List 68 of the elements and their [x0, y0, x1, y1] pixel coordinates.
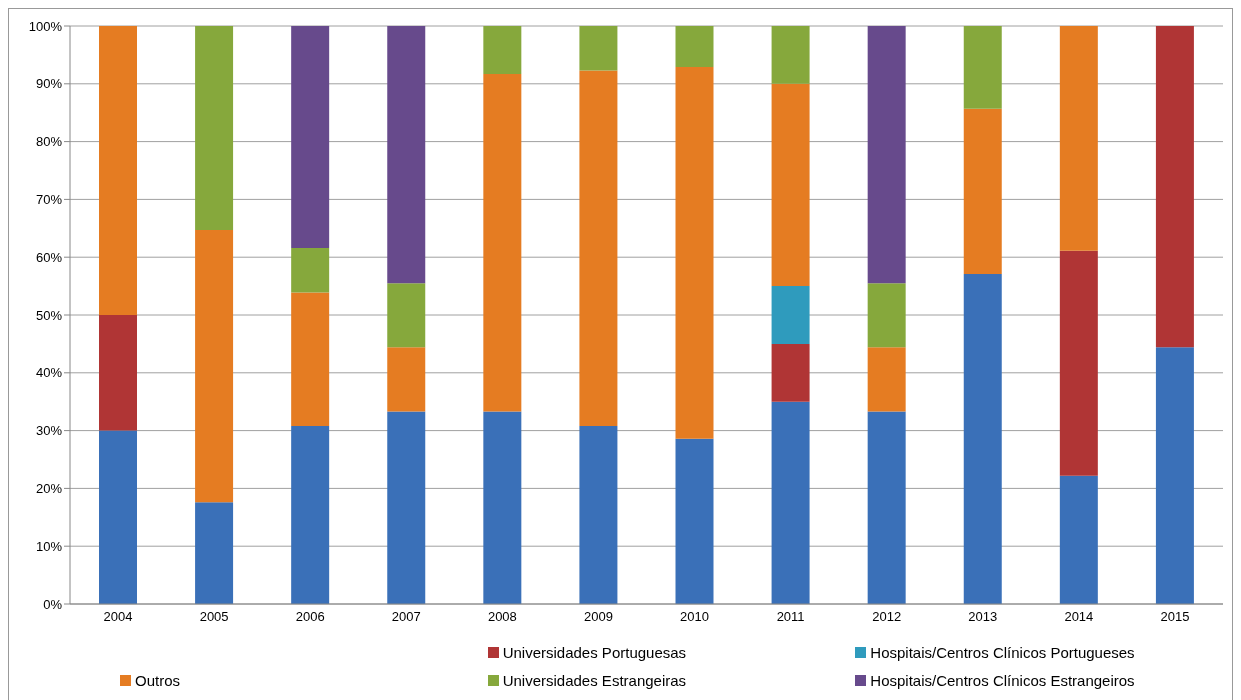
- legend-label: Hospitais/Centros Clínicos Estrangeiros: [870, 671, 1135, 689]
- bar: [387, 411, 426, 604]
- bar: [867, 26, 906, 284]
- bar: [387, 347, 426, 412]
- bar: [291, 292, 330, 426]
- y-tick-label: 80%: [35, 134, 63, 150]
- bar: [771, 26, 810, 84]
- x-tick-label: 2007: [391, 609, 421, 625]
- bar: [963, 273, 1002, 604]
- x-tick-label: 2013: [968, 609, 998, 625]
- bar: [771, 401, 810, 604]
- bar: [771, 83, 810, 287]
- x-tick-label: 2014: [1064, 609, 1094, 625]
- x-tick-label: 2008: [487, 609, 517, 625]
- x-tick-label: 2009: [584, 609, 613, 625]
- bar: [867, 347, 906, 412]
- bar: [99, 430, 137, 604]
- legend-label: Universidades Portuguesas: [502, 643, 687, 661]
- y-tick-label: 20%: [35, 481, 63, 497]
- legend-label: Hospitais/Centros Clínicos Portugueses: [870, 643, 1135, 661]
- bar: [771, 286, 810, 344]
- y-tick-label: 10%: [35, 538, 63, 554]
- bar: [963, 108, 1002, 274]
- bar: [771, 343, 810, 402]
- bar: [579, 425, 618, 604]
- bar: [195, 230, 234, 503]
- bar: [579, 26, 618, 71]
- bar: [579, 70, 618, 426]
- y-tick-label: 100%: [28, 18, 63, 34]
- y-tick-label: 30%: [35, 423, 63, 439]
- bar: [291, 26, 330, 248]
- bar: [387, 283, 426, 348]
- bar: [675, 438, 714, 604]
- x-tick-label: 2015: [1160, 609, 1190, 625]
- bar: [675, 67, 714, 439]
- bar: [195, 26, 234, 231]
- y-tick-label: 0%: [43, 596, 63, 612]
- bar: [1155, 26, 1194, 348]
- bar: [99, 26, 137, 315]
- y-tick-label: 50%: [35, 307, 63, 323]
- x-tick-label: 2005: [199, 609, 229, 625]
- y-tick-label: 40%: [35, 365, 63, 381]
- y-tick-label: 90%: [35, 76, 63, 92]
- bar: [387, 26, 426, 284]
- legend-label: Universidades Estrangeiras: [502, 671, 687, 689]
- bar: [291, 247, 330, 293]
- bar: [483, 411, 522, 604]
- bar: [291, 425, 330, 604]
- y-tick-label: 60%: [35, 249, 63, 265]
- bar: [99, 315, 137, 431]
- x-tick-label: 2004: [103, 609, 133, 625]
- y-tick-label: 70%: [35, 192, 63, 208]
- x-tick-label: 2010: [680, 609, 709, 625]
- bar: [483, 26, 522, 74]
- x-tick-label: 2011: [776, 609, 805, 625]
- bar: [1155, 347, 1194, 604]
- x-tick-label: 2006: [295, 609, 325, 625]
- bar: [1059, 26, 1098, 251]
- bar: [867, 283, 906, 348]
- bar: [675, 26, 714, 68]
- bar: [195, 502, 234, 604]
- bar: [1059, 250, 1098, 476]
- bar: [483, 73, 522, 412]
- bar: [963, 26, 1002, 109]
- legend-label: Outros: [135, 671, 181, 689]
- x-tick-label: 2012: [872, 609, 902, 625]
- bar: [867, 411, 906, 604]
- bar: [1059, 475, 1098, 604]
